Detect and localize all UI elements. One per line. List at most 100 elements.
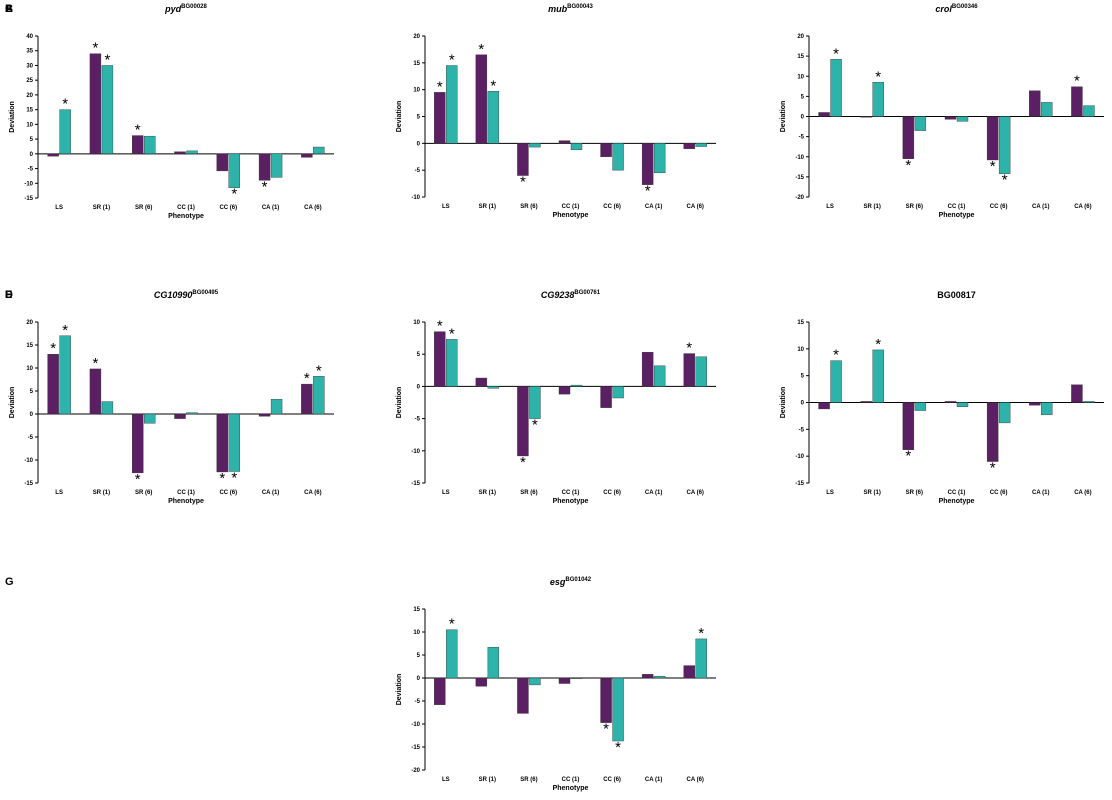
bar-series2 (695, 638, 707, 679)
x-tick-label: CC (1) (948, 204, 966, 210)
y-axis-title: Deviation (396, 101, 403, 133)
y-tick-label: 10 (413, 320, 420, 326)
y-tick-label: 15 (413, 607, 420, 613)
bar-series2 (270, 153, 283, 178)
bar-series2 (653, 675, 666, 679)
bar-series1 (902, 116, 915, 159)
x-tick-label: CC (1) (562, 777, 580, 783)
bar-series2 (830, 360, 842, 403)
bar-series1 (683, 143, 695, 149)
x-tick-label: SR (6) (520, 490, 537, 496)
y-tick-label: 5 (801, 374, 805, 380)
y-tick-label: 15 (797, 320, 804, 326)
bar-series1 (174, 151, 186, 155)
bar-series1 (641, 143, 654, 185)
bar-series2 (914, 402, 927, 411)
x-tick-label: CC (6) (990, 204, 1008, 210)
significance-star: * (478, 41, 484, 58)
bar-series2 (313, 376, 325, 415)
bar-series2 (570, 384, 583, 387)
chart-title: BG00817 (937, 290, 976, 300)
y-tick-label: -10 (24, 458, 33, 464)
bar-series1 (132, 135, 144, 155)
y-tick-label: 0 (801, 115, 805, 121)
chart-title-name: mub (548, 4, 568, 14)
bar-series2 (228, 413, 240, 472)
y-tick-label: -15 (24, 196, 33, 202)
y-axis-title: Deviation (396, 674, 403, 706)
bar-series2 (487, 646, 500, 679)
y-tick-label: 0 (30, 152, 34, 158)
significance-star: * (990, 460, 996, 477)
bar-series2 (695, 356, 707, 387)
bar-series1 (600, 677, 612, 723)
y-tick-label: 0 (801, 401, 805, 407)
bar-series2 (228, 153, 240, 188)
y-tick-label: 10 (413, 88, 420, 94)
bar-series2 (653, 365, 666, 387)
bar-series2 (313, 146, 325, 155)
bar-series2 (529, 386, 541, 419)
significance-star: * (316, 362, 322, 379)
x-axis-title: Phenotype (553, 785, 589, 792)
significance-star: * (50, 340, 56, 357)
significance-star: * (449, 52, 455, 69)
x-tick-label: CC (6) (603, 777, 621, 783)
y-tick-label: -15 (411, 745, 420, 751)
bar-series1 (558, 386, 571, 395)
significance-star: * (262, 178, 268, 195)
x-axis-title: Phenotype (553, 212, 589, 219)
x-tick-label: SR (1) (479, 490, 496, 496)
panel-letter: G (5, 576, 14, 588)
x-tick-label: CC (6) (219, 205, 237, 211)
y-tick-label: -15 (795, 481, 804, 487)
bar-series2 (101, 401, 114, 415)
y-tick-label: 15 (26, 343, 33, 349)
bar-series1 (860, 401, 872, 403)
x-tick-label: CA (6) (686, 204, 703, 210)
significance-star: * (1002, 172, 1008, 189)
y-tick-label: 20 (26, 320, 33, 326)
bar-series2 (612, 386, 624, 399)
bar-series1 (818, 112, 830, 117)
bar-series2 (446, 629, 458, 679)
bar-series2 (144, 135, 156, 155)
bar-series2 (446, 65, 458, 144)
bar-series1 (475, 377, 488, 387)
bar-series1 (818, 402, 830, 410)
bar-series1 (641, 352, 654, 387)
bar-series1 (558, 677, 571, 684)
significance-star: * (833, 347, 839, 364)
bar-series2 (830, 59, 842, 117)
bar-series1 (174, 413, 186, 419)
x-tick-label: LS (442, 490, 450, 496)
x-tick-label: SR (6) (906, 490, 923, 496)
y-tick-label: 0 (417, 141, 421, 147)
y-tick-label: -20 (411, 768, 420, 774)
panel-letter: D (5, 289, 13, 301)
bar-series2 (446, 339, 458, 387)
bar-series2 (1083, 105, 1095, 117)
x-tick-label: CC (6) (990, 490, 1008, 496)
x-axis-title: Phenotype (939, 212, 975, 219)
y-tick-label: -5 (415, 168, 421, 174)
y-tick-label: -5 (415, 699, 421, 705)
bar-series1 (860, 116, 872, 118)
y-tick-label: -5 (28, 167, 34, 173)
bar-series1 (258, 413, 271, 417)
y-tick-label: 0 (417, 384, 421, 390)
y-tick-label: 15 (413, 61, 420, 67)
bar-series1 (517, 386, 529, 457)
bar-series2 (186, 412, 198, 415)
significance-star: * (93, 40, 99, 57)
bar-series1 (434, 677, 446, 705)
x-tick-label: CA (1) (645, 777, 662, 783)
y-tick-label: -10 (795, 155, 804, 161)
y-tick-label: 0 (30, 412, 34, 418)
x-tick-label: CA (1) (645, 490, 662, 496)
bar-series2 (872, 82, 884, 117)
x-tick-label: CA (6) (686, 490, 703, 496)
